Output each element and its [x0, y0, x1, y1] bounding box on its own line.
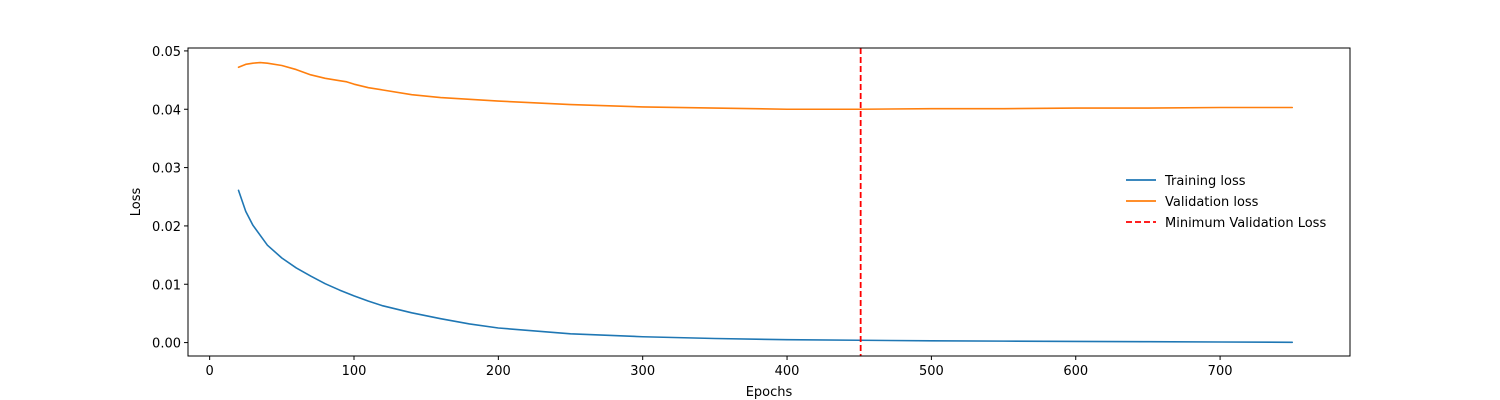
y-tick-label: 0.04 — [152, 103, 181, 118]
y-tick-label: 0.03 — [152, 162, 181, 177]
x-tick-label: 700 — [1208, 364, 1233, 379]
x-tick-label: 300 — [630, 364, 655, 379]
x-tick-label: 400 — [775, 364, 800, 379]
y-tick-label: 0.05 — [152, 45, 181, 60]
x-tick-label: 600 — [1063, 364, 1088, 379]
legend-label-minimum-validation-loss: Minimum Validation Loss — [1165, 216, 1326, 231]
y-axis: 0.00 0.01 0.02 0.03 0.04 0.05 — [152, 45, 188, 352]
x-axis-label: Epochs — [746, 385, 793, 400]
legend: Training loss Validation loss Minimum Vali… — [1126, 174, 1326, 231]
y-axis-label: Loss — [129, 188, 144, 217]
plot-area-frame — [187, 47, 1351, 357]
legend-label-training-loss: Training loss — [1164, 174, 1246, 189]
plot-content — [237, 48, 1294, 356]
y-tick-label: 0.00 — [152, 337, 181, 352]
y-tick-label: 0.01 — [152, 278, 181, 293]
series-line-training-loss — [237, 189, 1294, 344]
series-line-validation-loss — [237, 61, 1294, 111]
y-tick-label: 0.02 — [152, 220, 181, 235]
x-tick-label: 100 — [342, 364, 367, 379]
x-axis: 0 100 200 300 400 500 600 700 — [206, 356, 1233, 379]
x-tick-label: 0 — [206, 364, 214, 379]
x-tick-label: 200 — [486, 364, 511, 379]
legend-label-validation-loss: Validation loss — [1165, 195, 1259, 210]
x-tick-label: 500 — [919, 364, 944, 379]
